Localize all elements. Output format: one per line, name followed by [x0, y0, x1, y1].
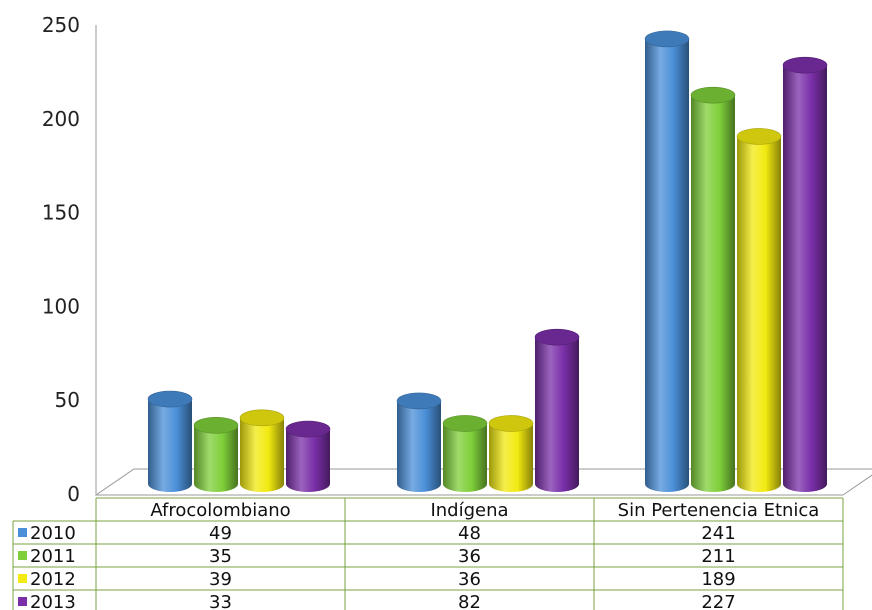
bar-top: [396, 392, 442, 410]
data-table: Afrocolombiano Indígena Sin Pertenencia Et…: [12, 497, 844, 610]
table-cell-value: 227: [701, 592, 735, 610]
legend-label: 2012: [30, 569, 76, 590]
y-tick-label: 100: [42, 294, 80, 318]
y-tick-label: 0: [67, 482, 80, 506]
category-label: Afrocolombiano: [150, 500, 290, 521]
bar-body: [148, 399, 192, 492]
bar-top: [239, 409, 285, 427]
bar: [488, 415, 534, 492]
bar: [782, 56, 828, 492]
bar: [239, 409, 285, 492]
bar-body: [194, 425, 238, 492]
bar: [736, 128, 782, 492]
bar-top: [690, 86, 736, 104]
bar-body: [240, 417, 284, 492]
bar-top: [534, 328, 580, 346]
legend-swatch: [18, 551, 27, 560]
table-cell-value: 36: [458, 569, 481, 590]
bar-top: [644, 30, 690, 48]
bar: [690, 86, 736, 492]
bar: [442, 415, 488, 492]
bar-top: [736, 128, 782, 145]
legend-label: 2010: [30, 523, 76, 544]
bar: [534, 328, 580, 492]
table-cell-value: 82: [458, 592, 481, 610]
bar: [147, 390, 193, 492]
bar-body: [489, 423, 533, 492]
bar-body: [535, 337, 579, 492]
bar-body: [737, 136, 781, 492]
y-tick-label: 50: [55, 388, 80, 412]
y-tick-label: 200: [42, 107, 80, 131]
category-label: Indígena: [430, 500, 508, 521]
bar: [644, 30, 690, 492]
bars-layer: [147, 30, 828, 492]
legend-swatch: [18, 528, 27, 537]
legend-swatch: [18, 597, 27, 606]
bar-body: [645, 38, 689, 492]
table-cell-value: 39: [209, 569, 232, 590]
table-cell-value: 49: [209, 523, 232, 544]
bar-body: [783, 65, 827, 492]
legend-swatch: [18, 574, 27, 583]
table-cell-value: 36: [458, 546, 481, 567]
bar-top: [147, 390, 193, 408]
table-cell-value: 241: [701, 523, 735, 544]
legend-label: 2011: [30, 546, 76, 567]
bar-body: [286, 429, 330, 492]
bar-top: [442, 415, 488, 432]
y-tick-label: 150: [42, 201, 80, 225]
bar-top: [488, 415, 534, 432]
bar-top: [285, 420, 331, 438]
bar: [285, 420, 331, 492]
bar-top: [193, 417, 239, 434]
table-cell-value: 35: [209, 546, 232, 567]
bar-body: [397, 400, 441, 492]
bar: [193, 417, 239, 492]
legend-label: 2013: [30, 592, 76, 610]
table-cell-value: 33: [209, 592, 232, 610]
bar: [396, 392, 442, 492]
bar-top: [782, 56, 828, 74]
bar-body: [443, 423, 487, 492]
table-cell-value: 211: [701, 546, 735, 567]
table-cell-value: 48: [458, 523, 481, 544]
table-cell-value: 189: [701, 569, 735, 590]
category-label: Sin Pertenencia Etnica: [618, 500, 820, 521]
y-tick-label: 250: [42, 13, 80, 37]
bar-body: [691, 95, 735, 492]
